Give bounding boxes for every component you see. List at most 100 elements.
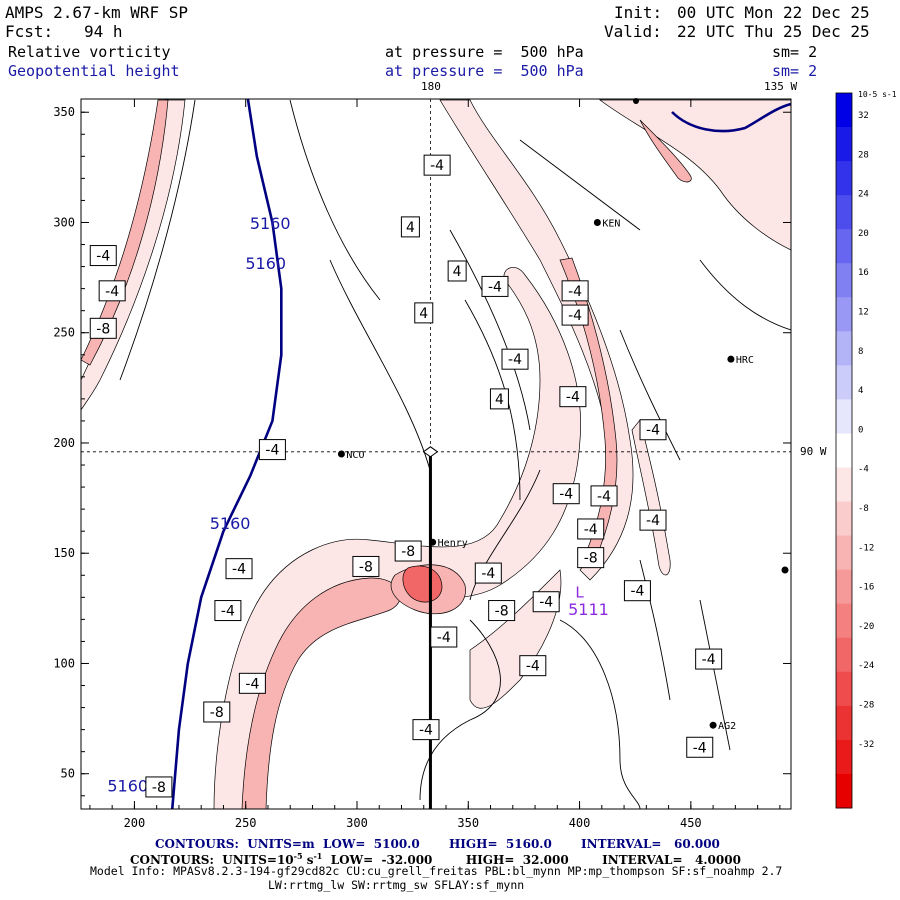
colorbar-tick-label: -24: [858, 661, 874, 671]
colorbar-tick-label: -8: [858, 504, 869, 514]
colorbar-tick-label: 28: [858, 150, 869, 160]
colorbar-tick-label: -12: [858, 543, 874, 553]
footer-contours-height: CONTOURS: UNITS=m LOW= 5100.0 HIGH= 5160…: [155, 837, 720, 851]
colorbar-tick-label: 8: [858, 347, 863, 357]
vorticity-region-east-streak: [631, 419, 671, 576]
vorticity-label: -8: [152, 780, 166, 796]
vorticity-label: 4: [453, 264, 462, 280]
vorticity-label: -4: [559, 487, 573, 503]
vorticity-contour-line: [619, 329, 681, 461]
vorticity-label: -4: [265, 443, 279, 459]
vorticity-contour-line: [469, 469, 541, 601]
colorbar-swatch: [836, 739, 852, 775]
vorticity-label: -4: [430, 158, 444, 174]
station-label: AG2: [718, 721, 736, 732]
height-contour-label: 5160: [245, 254, 286, 273]
x-tick-label: 200: [124, 816, 146, 830]
vorticity-label-box: [501, 348, 529, 370]
vorticity-label-box: [577, 547, 605, 569]
y-tick-label: 300: [53, 215, 75, 229]
vorticity-label-box: [488, 600, 516, 622]
colorbar-swatch: [836, 93, 852, 128]
x-tick-label: 400: [569, 816, 591, 830]
vorticity-label-box: [561, 280, 589, 302]
vorticity-label: -4: [702, 652, 716, 668]
vorticity-label: 4: [406, 220, 415, 236]
vorticity-label-box: [258, 439, 286, 461]
vorticity-label-box: [559, 386, 587, 408]
colorbar-tick-label: -16: [858, 583, 874, 593]
y-tick-label: 50: [61, 767, 75, 781]
colorbar-units-label: 10-5 s-1: [858, 90, 897, 99]
vorticity-label-box: [519, 655, 547, 677]
vorticity-contour-line: [699, 599, 731, 751]
lon-label-90w: 90 W: [800, 445, 827, 458]
vorticity-label-box: [695, 648, 723, 670]
vorticity-label: -8: [359, 559, 373, 575]
vorticity-label: 4: [419, 306, 428, 322]
vorticity-label-box: [532, 591, 560, 613]
vorticity-label-box: [561, 304, 589, 326]
colorbar-tick-label: 24: [858, 190, 869, 200]
colorbar-swatch: [836, 637, 852, 673]
height-contour-label: 5160: [250, 214, 291, 233]
colorbar-swatch: [836, 399, 852, 434]
vorticity-label-box: [623, 580, 651, 602]
y-tick-label: 200: [53, 436, 75, 450]
axes-layer: 200 250 300 350 400 450 50 100 150 200 250 300 350: [53, 98, 792, 830]
vorticity-label: -4: [508, 352, 522, 368]
colorbar-swatch: [836, 705, 852, 741]
vorticity-label: -4: [566, 390, 580, 406]
colorbar-swatch: [836, 127, 852, 162]
colorbar-layer: 32 28 24 20 16 12 8 4 0 -4 -8 -12 -16 -20 -24 -28 -32 10-…: [835, 90, 897, 809]
height-contour-label: 5160: [107, 776, 148, 795]
vorticity-label: -4: [646, 513, 660, 529]
vorticity-label-box: [352, 555, 380, 577]
colorbar-tick-label: 20: [858, 229, 869, 239]
vorticity-label: -4: [539, 595, 553, 611]
vorticity-contour-line: [559, 619, 641, 809]
field1-name: Relative vorticity: [8, 43, 171, 61]
vorticity-label: -8: [584, 551, 598, 567]
colorbar-swatch: [836, 331, 852, 366]
vorticity-label-box: [203, 701, 231, 723]
colorbar-swatch: [836, 569, 852, 605]
station-marker: [337, 450, 345, 458]
colorbar-swatch: [836, 365, 852, 400]
valid-value: 22 UTC Thu 25 Dec 25: [677, 22, 870, 41]
vorticity-label-box: [225, 558, 253, 580]
vorticity-label-box: [412, 719, 440, 741]
height-contour-label: 5160: [210, 514, 251, 533]
vorticity-label: -4: [526, 659, 540, 675]
height-contour-ne: [671, 102, 791, 133]
vorticity-label-box: [474, 562, 502, 584]
colorbar-swatch: [836, 161, 852, 196]
vorticity-label: -4: [584, 522, 598, 538]
colorbar-swatch: [836, 195, 852, 230]
vorticity-label-box: [430, 626, 458, 648]
colorbar-frame: [835, 92, 853, 809]
vorticity-label-box: [214, 600, 242, 622]
colorbar-swatch: [836, 773, 852, 809]
colorbar-tick-label: 0: [858, 425, 863, 435]
footer-model-info: Model Info: MPASv8.2.3-194-gf29cd82c CU:…: [90, 864, 783, 878]
colorbar-tick-label: -28: [858, 701, 874, 711]
field2-sm: sm= 2: [772, 62, 818, 80]
x-tick-label: 250: [235, 816, 257, 830]
cross-section-marker: [422, 446, 439, 458]
y-tick-label: 150: [53, 546, 75, 560]
plot-frame: [80, 98, 792, 810]
footer-model-info-2: LW:rrtmg_lw SW:rrtmg_sw SFLAY:sf_mynn: [268, 878, 525, 892]
vorticity-label-box: [145, 776, 173, 798]
vorticity-contour-line: [449, 229, 531, 431]
fcst-value: 94 h: [84, 22, 123, 41]
footer-contours-vorticity: CONTOURS: UNITS=10-5 s-1 LOW= -32.000 HI…: [130, 851, 741, 867]
vorticity-label: -4: [597, 489, 611, 505]
colorbar-swatch: [836, 467, 852, 503]
height-contour-label: 5111: [568, 600, 609, 619]
vorticity-label: -4: [568, 284, 582, 300]
init-label: Init:: [614, 3, 663, 22]
vorticity-label: -4: [245, 676, 259, 692]
x-tick-label: 350: [457, 816, 479, 830]
